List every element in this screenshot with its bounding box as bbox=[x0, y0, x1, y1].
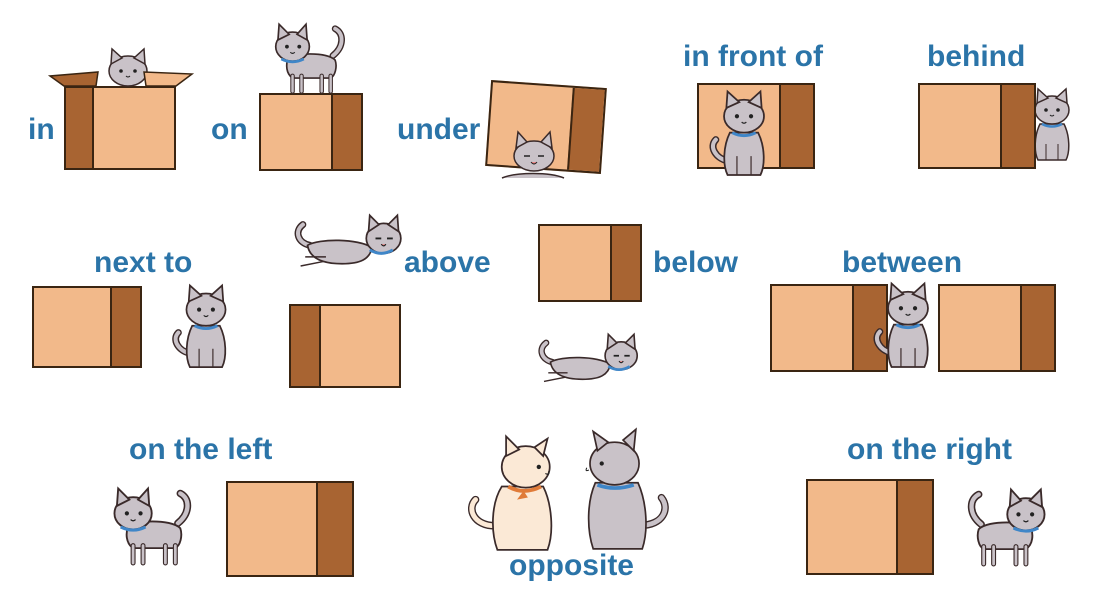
label-between: between bbox=[842, 246, 963, 279]
box-in bbox=[64, 86, 176, 170]
box-between-left bbox=[770, 284, 888, 372]
box-on bbox=[259, 93, 363, 171]
cat-on-the-right-icon bbox=[956, 487, 1066, 569]
box-on-the-right bbox=[806, 479, 934, 575]
cat-cream-icon bbox=[462, 432, 572, 552]
label-behind: behind bbox=[927, 40, 1026, 73]
cat-on-box-icon bbox=[256, 22, 356, 96]
label-below: below bbox=[653, 246, 739, 279]
cat-below-icon bbox=[536, 330, 642, 390]
label-in: in bbox=[28, 113, 55, 146]
box-on-the-left bbox=[226, 481, 354, 577]
cat-on-the-left-icon bbox=[92, 486, 204, 568]
cat-icon bbox=[96, 45, 160, 105]
cat-between-icon bbox=[870, 280, 946, 374]
box-below bbox=[538, 224, 642, 302]
cat-above-icon bbox=[296, 210, 402, 276]
cat-under-box-icon bbox=[496, 126, 570, 184]
cat-in-front-icon bbox=[706, 88, 782, 182]
box-above bbox=[289, 304, 401, 388]
label-on-the-right: on the right bbox=[847, 433, 1012, 466]
label-on-the-left: on the left bbox=[129, 433, 273, 466]
box-next-to bbox=[32, 286, 142, 368]
label-above: above bbox=[404, 246, 491, 279]
label-opposite: opposite bbox=[509, 549, 634, 582]
label-in-front-of: in front of bbox=[683, 40, 823, 73]
cat-grey-opposite-icon bbox=[574, 422, 670, 552]
cat-next-to-icon bbox=[168, 282, 244, 374]
box-flaps bbox=[47, 70, 195, 92]
label-under: under bbox=[397, 113, 481, 146]
box-between-right bbox=[938, 284, 1056, 372]
label-next-to: next to bbox=[94, 246, 193, 279]
label-on: on bbox=[211, 113, 248, 146]
box-behind bbox=[918, 83, 1036, 169]
